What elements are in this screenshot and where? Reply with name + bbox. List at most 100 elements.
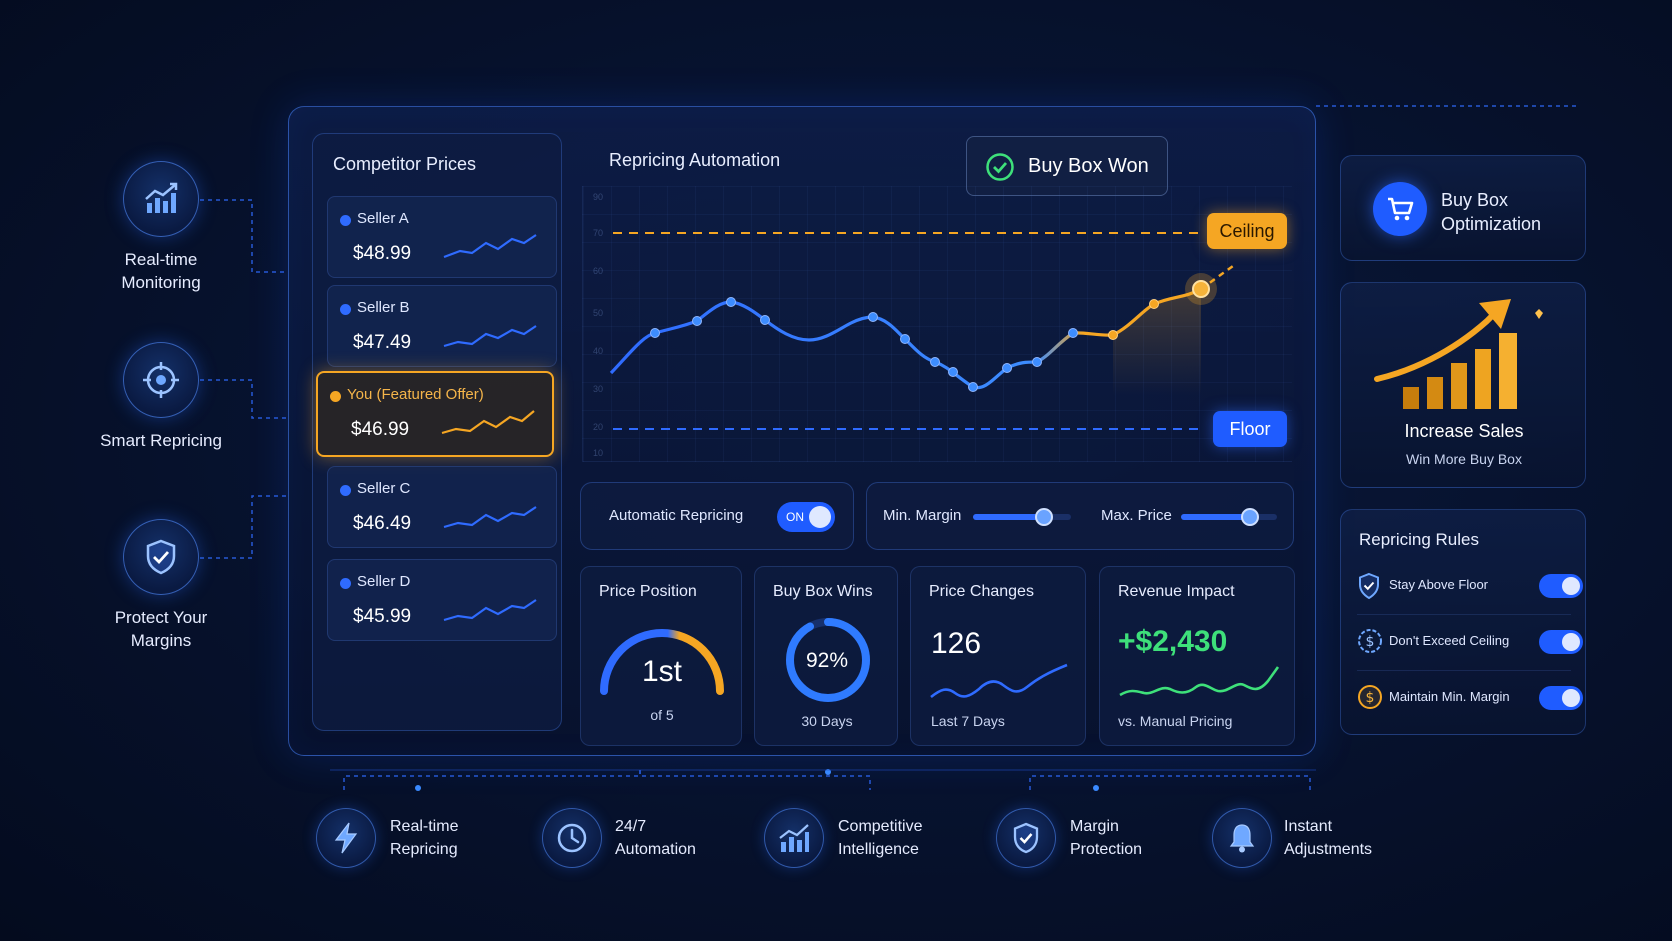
- bottom-feature-label: 24/7 Automation: [615, 818, 696, 858]
- bottom-feature-label: Competitive Intelligence: [838, 818, 923, 858]
- seller-dot: [340, 578, 351, 589]
- max-price-slider[interactable]: [1181, 508, 1277, 526]
- bar-chart-icon: [123, 161, 199, 237]
- price-position-value: 1st: [641, 655, 683, 688]
- repricing-rules-title: Repricing Rules: [1359, 530, 1479, 549]
- price-line-chart: [609, 232, 1234, 430]
- seller-card[interactable]: Seller B $47.49: [327, 285, 557, 367]
- price-changes-sparkline: [930, 663, 1068, 699]
- bottom-feature-label: Margin Protection: [1070, 818, 1143, 858]
- buy-box-wins-sub: 30 Days: [801, 713, 853, 729]
- rule-label: Maintain Min. Margin: [1389, 689, 1510, 704]
- rule-divider: [1357, 670, 1571, 671]
- price-point: [968, 382, 978, 392]
- y-tick: 90: [593, 192, 604, 202]
- automatic-repricing-control: Automatic Repricing ON: [580, 482, 854, 550]
- bar-chart-icon: [764, 808, 824, 868]
- min-margin-label: Min. Margin: [883, 507, 962, 524]
- competitor-prices-panel: Competitor Prices Seller A $48.99 Seller…: [312, 133, 562, 731]
- price-point: [726, 297, 736, 307]
- buy-box-wins-card: Buy Box Wins 92% 30 Days: [754, 566, 898, 746]
- dollar-coin-icon: $: [1358, 685, 1382, 709]
- rule-toggle[interactable]: [1539, 574, 1583, 598]
- seller-name: Seller D: [357, 573, 411, 590]
- min-margin-fill: [973, 514, 1044, 520]
- revenue-impact-sub: vs. Manual Pricing: [1118, 713, 1233, 729]
- repricing-chart: 90 70 60 50 40 30 20 10: [582, 186, 1292, 462]
- y-tick: 10: [593, 448, 604, 458]
- competitor-prices-title: Competitor Prices: [333, 154, 477, 174]
- seller-dot: [340, 485, 351, 496]
- shield-check-icon: [996, 808, 1056, 868]
- bottom-feature-label: Real-time Repricing: [390, 818, 459, 858]
- max-price-fill: [1181, 514, 1251, 520]
- seller-name: Seller B: [357, 299, 410, 316]
- target-icon: [123, 342, 199, 418]
- min-margin-slider[interactable]: [973, 508, 1071, 526]
- price-point: [868, 312, 878, 322]
- buy-box-optimization-title: Buy Box Optimization: [1441, 190, 1542, 234]
- feature-label: Smart Repricing: [100, 431, 222, 450]
- revenue-impact-sparkline: [1119, 666, 1280, 697]
- y-tick: 60: [593, 266, 604, 276]
- bell-icon: [1212, 808, 1272, 868]
- seller-dot: [330, 391, 341, 402]
- seller-sparkline: [443, 506, 537, 529]
- seller-sparkline: [441, 410, 535, 435]
- rule-toggle[interactable]: [1539, 630, 1583, 654]
- current-price-point: [1192, 280, 1210, 298]
- toggle-knob: [1562, 577, 1580, 595]
- seller-card[interactable]: Seller D $45.99: [327, 559, 557, 641]
- seller-sparkline: [443, 234, 537, 259]
- seller-card[interactable]: Seller C $46.49: [327, 466, 557, 548]
- rule-dont-exceed-ceiling: $ Don't Exceed Ceiling: [1357, 624, 1583, 660]
- revenue-impact-value: +$2,430: [1118, 625, 1228, 658]
- svg-text:$: $: [1366, 634, 1375, 650]
- buy-box-won-badge: Buy Box Won: [966, 136, 1168, 196]
- seller-name: You (Featured Offer): [347, 386, 484, 403]
- growth-chart-icon: [1374, 299, 1543, 409]
- price-changes-value: 126: [931, 627, 982, 660]
- increase-sales-card: Increase Sales Win More Buy Box: [1340, 282, 1586, 488]
- seller-price: $46.49: [353, 513, 412, 534]
- feature-label: Protect Your Margins: [114, 608, 208, 650]
- buy-box-wins-value: 92%: [805, 649, 849, 672]
- rule-maintain-min-margin: $ Maintain Min. Margin: [1357, 680, 1583, 716]
- y-tick: 40: [593, 346, 604, 356]
- ceiling-badge: Ceiling: [1207, 213, 1287, 249]
- price-point: [1149, 299, 1159, 309]
- rule-label: Don't Exceed Ceiling: [1389, 633, 1510, 648]
- shield-check-icon: [1359, 572, 1379, 600]
- rule-stay-above-floor: Stay Above Floor: [1357, 568, 1583, 604]
- seller-card-featured[interactable]: You (Featured Offer) $46.99: [316, 371, 554, 457]
- buy-box-wins-ring: [786, 618, 870, 702]
- dollar-circle-icon: $: [1358, 629, 1382, 653]
- bottom-feature-label: Instant Adjustments: [1284, 818, 1373, 858]
- toggle-knob: [809, 506, 831, 528]
- seller-price: $47.49: [353, 332, 412, 353]
- seller-sparkline: [443, 325, 537, 348]
- rule-toggle[interactable]: [1539, 686, 1583, 710]
- min-margin-handle[interactable]: [1034, 508, 1053, 526]
- clock-icon: [542, 808, 602, 868]
- price-position-gauge: [600, 629, 724, 695]
- seller-price: $45.99: [353, 606, 412, 627]
- price-point: [1108, 330, 1118, 340]
- price-point: [1002, 363, 1012, 373]
- seller-card[interactable]: Seller A $48.99: [327, 196, 557, 278]
- seller-name: Seller A: [357, 210, 409, 227]
- repricing-rules-panel: Repricing Rules Stay Above Floor $ Don't…: [1340, 509, 1586, 735]
- seller-dot: [340, 304, 351, 315]
- shield-check-icon: [123, 519, 199, 595]
- automatic-repricing-toggle[interactable]: ON: [777, 502, 835, 532]
- max-price-handle[interactable]: [1241, 508, 1260, 526]
- stat-title: Buy Box Wins: [773, 583, 873, 600]
- revenue-impact-card: Revenue Impact +$2,430 vs. Manual Pricin…: [1099, 566, 1295, 746]
- lightning-icon: [316, 808, 376, 868]
- max-price-label: Max. Price: [1101, 507, 1172, 524]
- seller-dot: [340, 215, 351, 226]
- toggle-knob: [1562, 633, 1580, 651]
- price-position-sub: of 5: [650, 707, 674, 723]
- cart-icon: [1373, 182, 1427, 236]
